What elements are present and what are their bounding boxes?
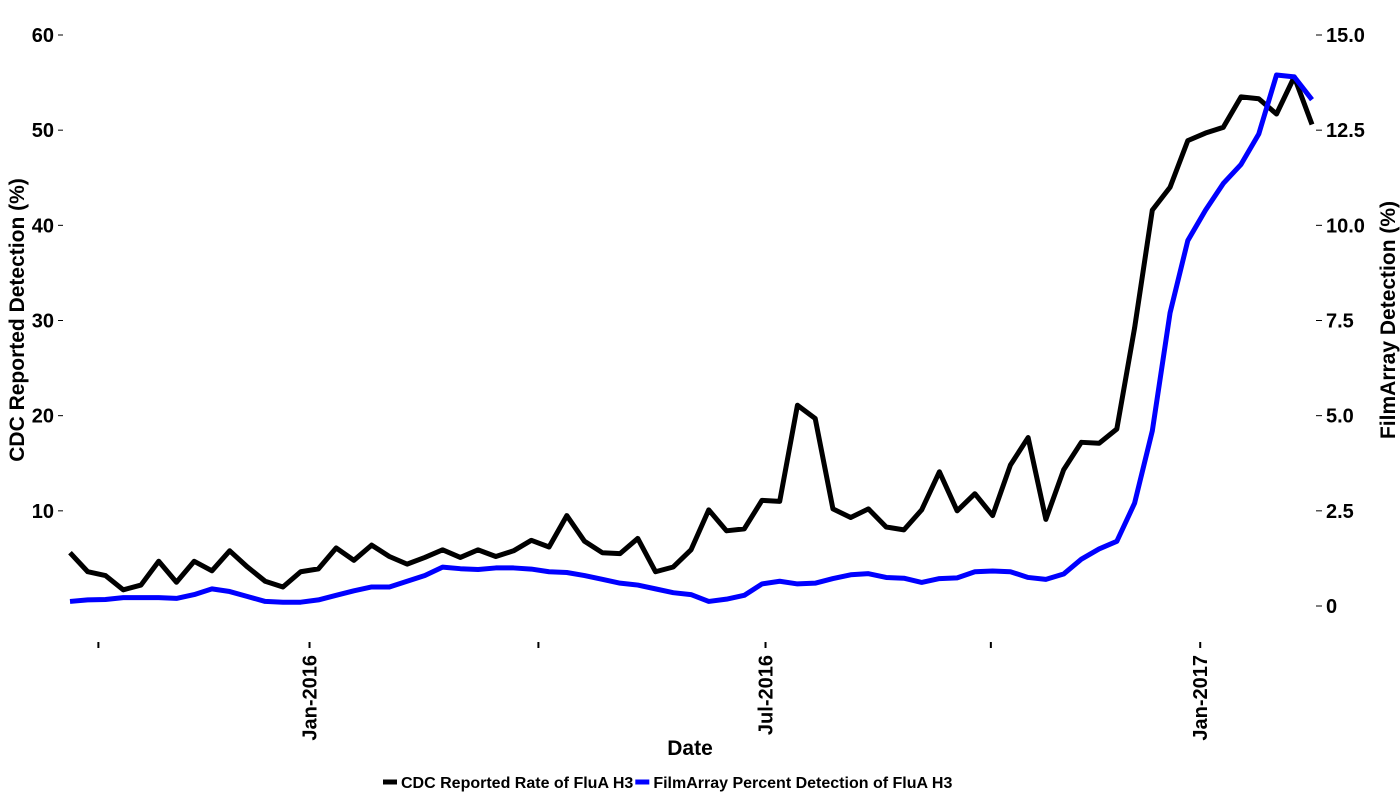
y2-tick-label: 2.5 — [1326, 501, 1354, 523]
y2-tick-label: 5.0 — [1326, 406, 1354, 428]
y-tick-label: 10 — [32, 501, 54, 523]
y2-tick-label: 10.0 — [1326, 215, 1365, 237]
x-tick-label: Jul-2016 — [756, 655, 778, 735]
x-tick-label: Jan-2016 — [300, 655, 322, 741]
legend-label: FilmArray Percent Detection of FluA H3 — [653, 775, 952, 792]
y-tick-label: 40 — [32, 215, 54, 237]
series-line — [69, 72, 1314, 605]
y2-tick-label: 0 — [1326, 596, 1337, 618]
y-tick-label: 60 — [32, 25, 54, 47]
y2-tick-label: 7.5 — [1326, 311, 1354, 333]
y-tick-label: 50 — [32, 120, 54, 142]
y2-tick-label: 15.0 — [1326, 25, 1365, 47]
legend-label: CDC Reported Rate of FluA H3 — [401, 775, 633, 792]
x-axis-title: Date — [667, 737, 713, 760]
y-axis-title: CDC Reported Detection (%) — [6, 178, 29, 462]
x-tick-label: Jan-2017 — [1190, 655, 1212, 741]
series-line — [68, 74, 1315, 593]
y-tick-label: 20 — [32, 406, 54, 428]
y-tick-label: 30 — [32, 311, 54, 333]
y2-tick-label: 12.5 — [1326, 120, 1365, 142]
y2-axis-title: FilmArray Detection (%) — [1377, 201, 1400, 439]
